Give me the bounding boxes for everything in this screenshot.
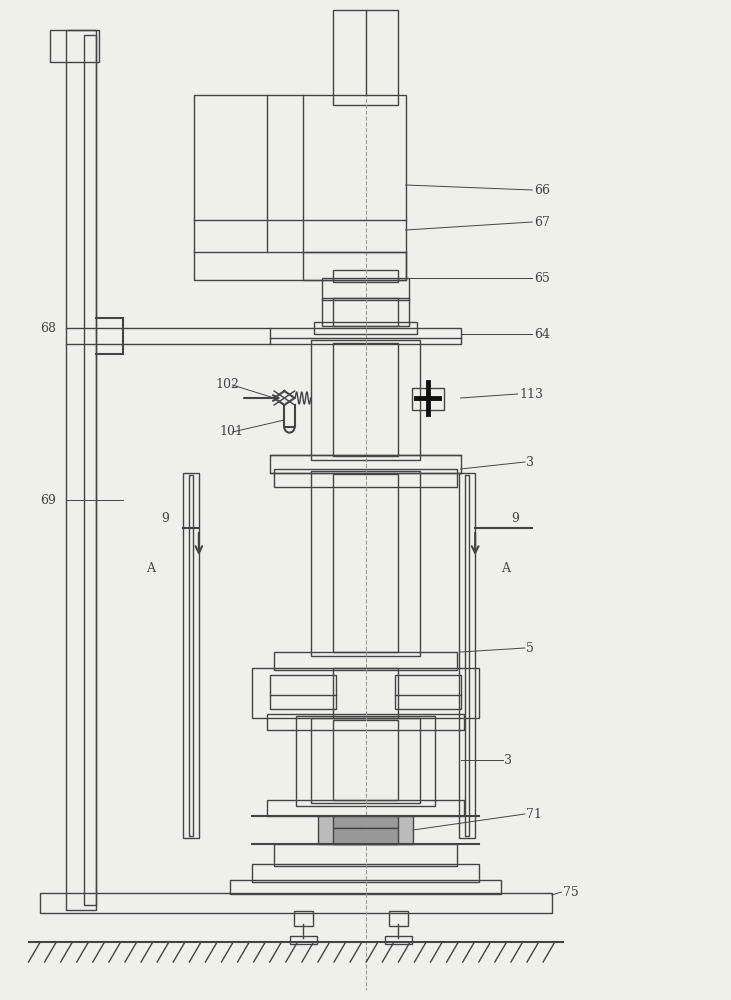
Bar bbox=[267, 714, 464, 730]
Bar bbox=[318, 816, 413, 844]
Bar bbox=[395, 675, 461, 709]
Bar bbox=[294, 911, 313, 926]
Bar bbox=[267, 800, 464, 816]
Bar bbox=[389, 911, 408, 926]
Bar bbox=[252, 668, 479, 718]
Bar bbox=[333, 270, 398, 282]
Bar bbox=[333, 298, 398, 326]
Text: 113: 113 bbox=[519, 387, 543, 400]
Bar bbox=[333, 816, 398, 828]
Text: 64: 64 bbox=[534, 328, 550, 341]
Bar bbox=[66, 30, 96, 910]
Text: 66: 66 bbox=[534, 184, 550, 196]
Text: 68: 68 bbox=[40, 322, 56, 335]
Text: 102: 102 bbox=[216, 378, 240, 391]
Bar bbox=[465, 475, 469, 836]
Bar bbox=[270, 455, 461, 473]
Text: 65: 65 bbox=[534, 271, 550, 284]
Bar bbox=[385, 936, 412, 944]
Bar bbox=[333, 10, 398, 105]
Text: 71: 71 bbox=[526, 807, 542, 820]
Bar bbox=[274, 844, 457, 866]
Bar bbox=[333, 668, 398, 718]
Text: A: A bbox=[146, 561, 155, 574]
Bar bbox=[296, 716, 435, 806]
Text: 9: 9 bbox=[512, 512, 520, 524]
Bar bbox=[270, 328, 461, 344]
Bar bbox=[194, 95, 406, 280]
Bar bbox=[252, 864, 479, 882]
Text: A: A bbox=[501, 561, 510, 574]
Bar bbox=[314, 322, 417, 334]
Bar bbox=[412, 388, 444, 410]
Bar bbox=[290, 936, 317, 944]
Bar bbox=[333, 828, 398, 844]
Bar bbox=[311, 340, 420, 460]
Bar bbox=[270, 675, 336, 709]
Bar bbox=[322, 278, 409, 300]
Bar bbox=[311, 471, 420, 656]
Bar bbox=[40, 893, 552, 913]
Bar bbox=[333, 720, 398, 800]
Text: 75: 75 bbox=[563, 886, 579, 898]
Bar bbox=[303, 252, 406, 280]
Bar bbox=[189, 475, 193, 836]
Text: 5: 5 bbox=[526, 642, 534, 654]
Text: 101: 101 bbox=[219, 425, 243, 438]
Bar bbox=[84, 35, 96, 905]
Bar bbox=[333, 474, 398, 652]
Text: 9: 9 bbox=[161, 512, 169, 524]
Bar bbox=[311, 718, 420, 803]
Text: 3: 3 bbox=[526, 456, 534, 468]
Bar bbox=[183, 473, 199, 838]
Bar bbox=[230, 880, 501, 894]
Text: 3: 3 bbox=[504, 754, 512, 766]
Bar bbox=[50, 30, 99, 62]
Bar bbox=[459, 473, 475, 838]
Bar bbox=[333, 343, 398, 456]
Text: 67: 67 bbox=[534, 216, 550, 229]
Text: 69: 69 bbox=[40, 493, 56, 506]
Bar bbox=[274, 469, 457, 487]
Bar bbox=[274, 652, 457, 670]
Bar bbox=[322, 298, 409, 326]
